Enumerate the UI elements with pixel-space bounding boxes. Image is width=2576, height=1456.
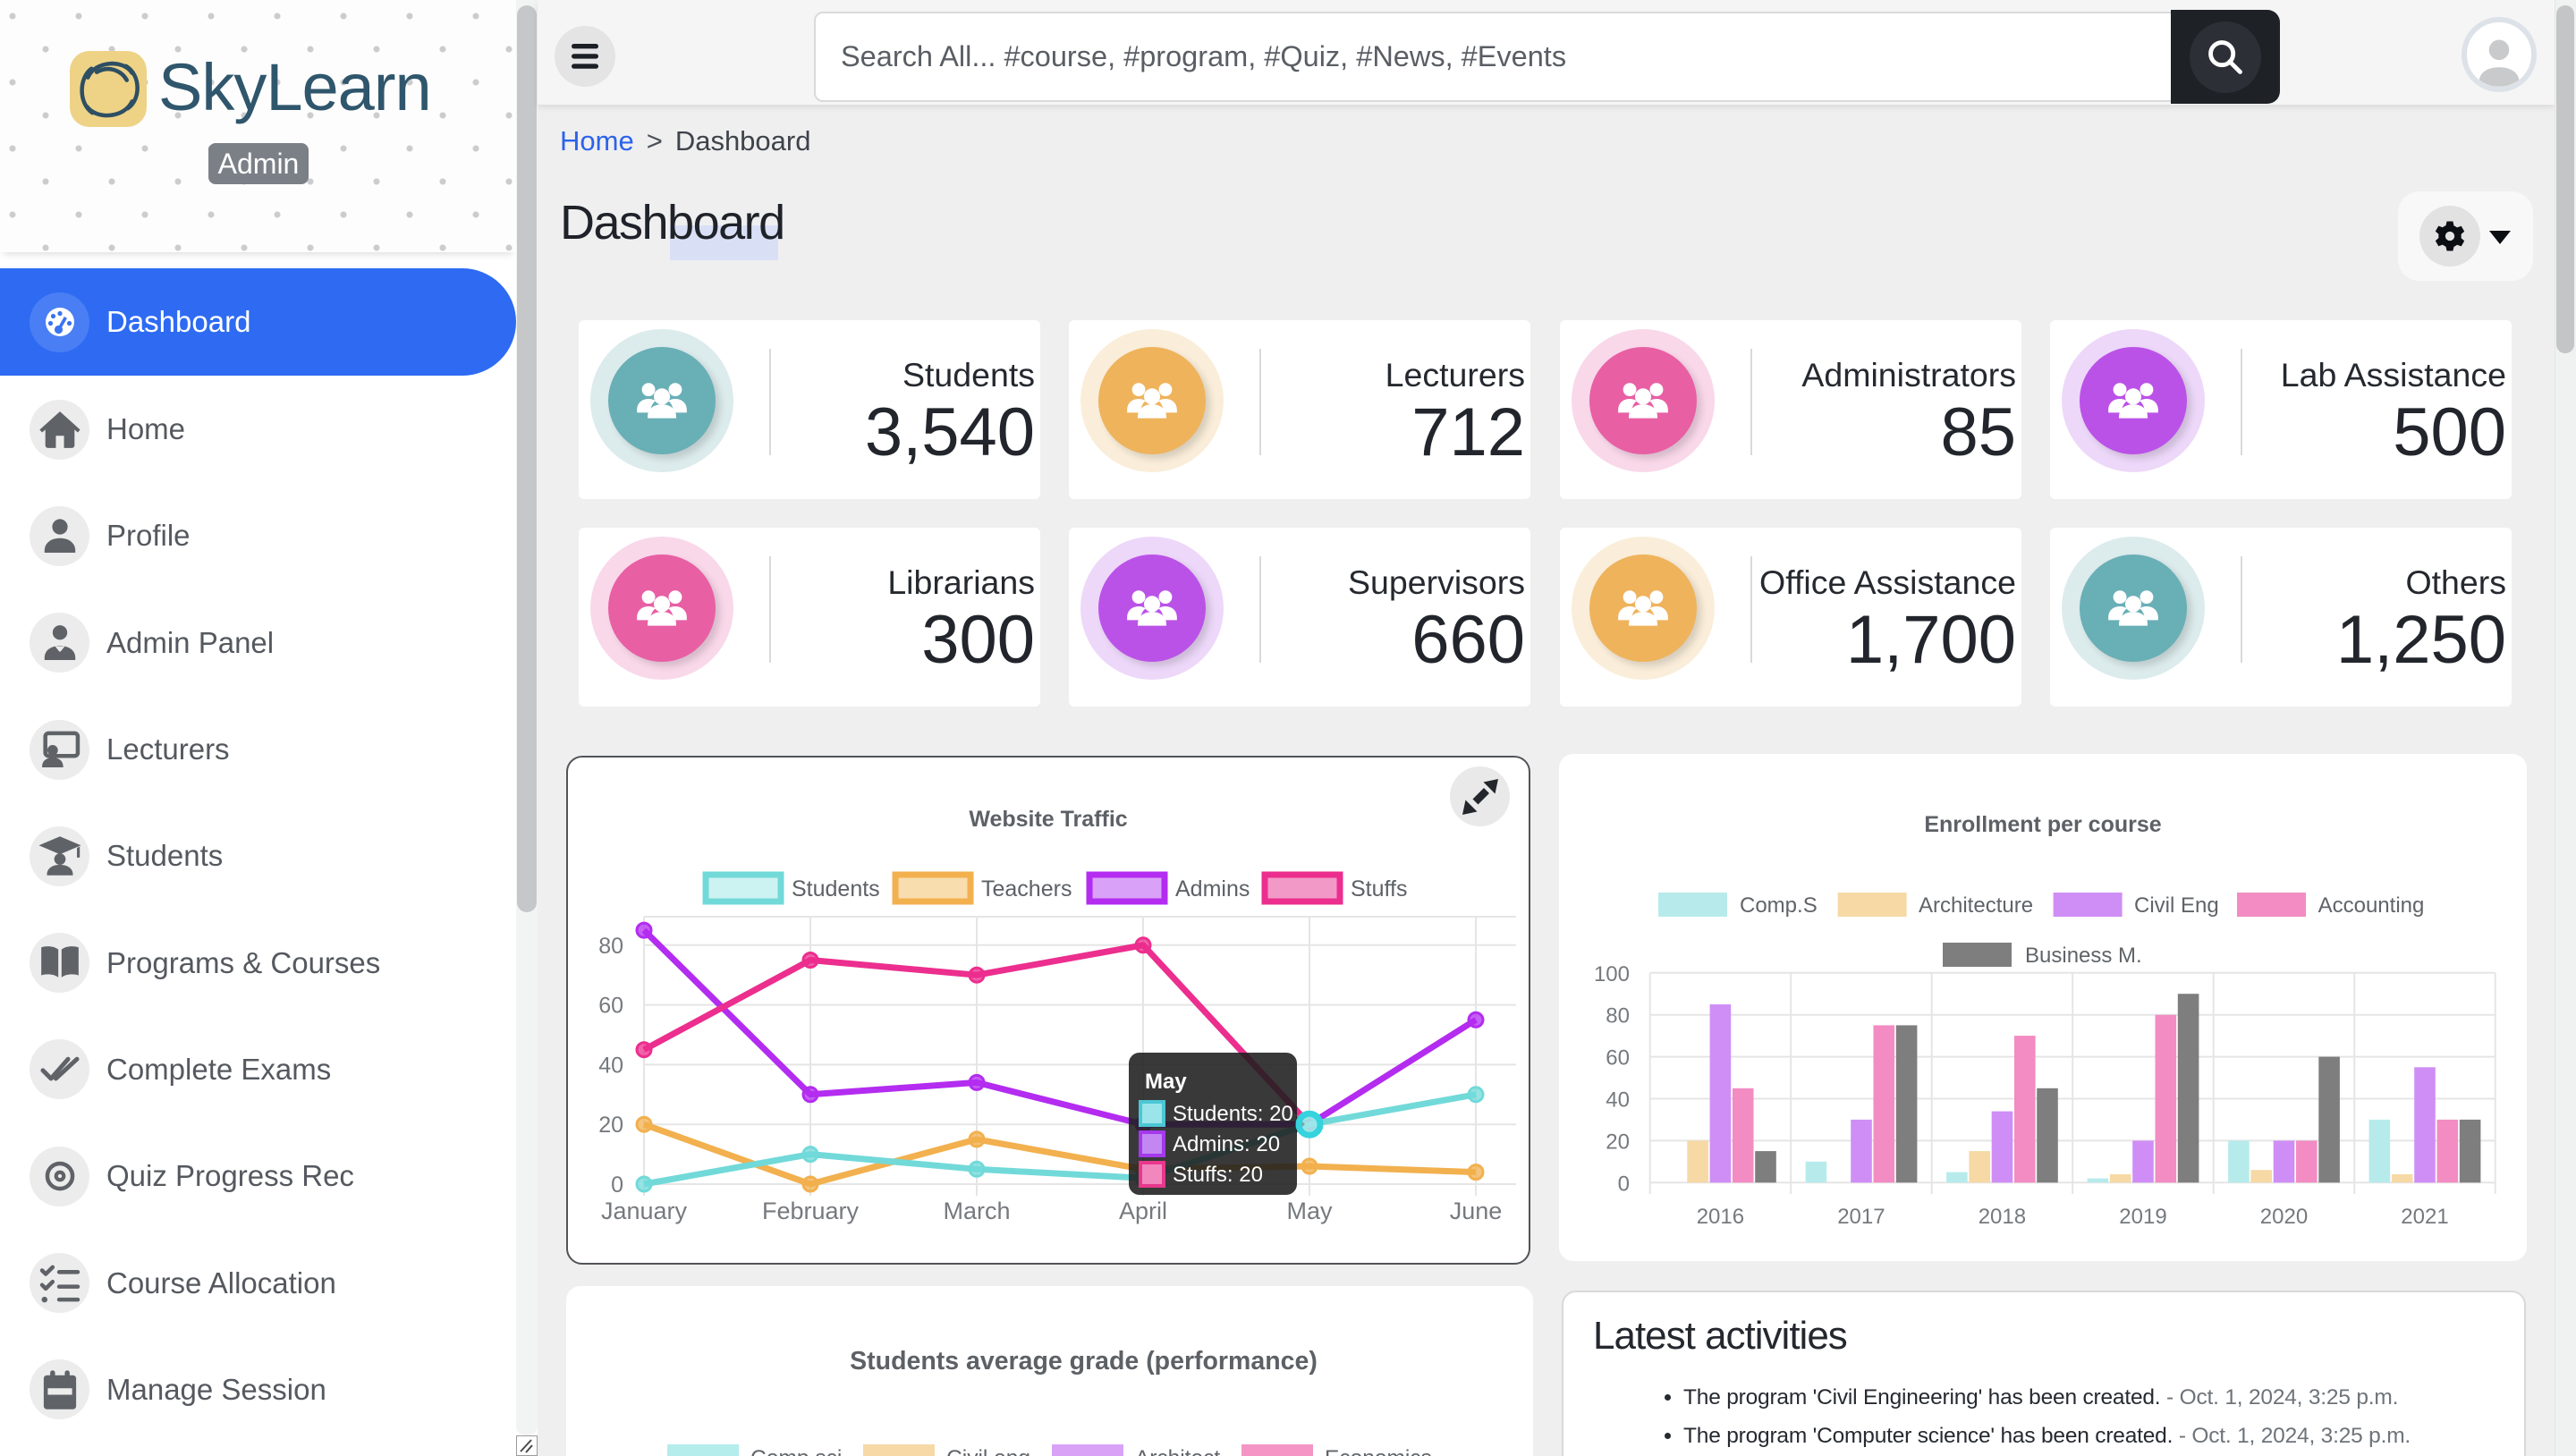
svg-text:2017: 2017: [1837, 1205, 1885, 1229]
svg-text:80: 80: [598, 934, 623, 959]
svg-text:40: 40: [1606, 1088, 1630, 1113]
svg-text:Business M.: Business M.: [2025, 944, 2142, 968]
svg-text:60: 60: [1606, 1046, 1630, 1071]
svg-text:May: May: [1286, 1198, 1333, 1224]
svg-text:Accounting: Accounting: [2318, 893, 2425, 918]
svg-text:2019: 2019: [2119, 1205, 2166, 1229]
svg-text:Students: Students: [792, 876, 880, 902]
svg-text:Civil Eng: Civil Eng: [2134, 893, 2219, 918]
svg-text:Stuffs: Stuffs: [1351, 876, 1407, 902]
svg-text:June: June: [1450, 1198, 1503, 1224]
svg-text:Teachers: Teachers: [981, 876, 1072, 902]
svg-text:Admins: 20: Admins: 20: [1173, 1132, 1280, 1156]
svg-text:20: 20: [598, 1113, 623, 1138]
svg-text:Stuffs: 20: Stuffs: 20: [1173, 1163, 1263, 1187]
svg-text:20: 20: [1606, 1130, 1630, 1154]
svg-text:May: May: [1145, 1070, 1187, 1094]
svg-text:0: 0: [611, 1172, 623, 1198]
svg-text:80: 80: [1606, 1004, 1630, 1029]
svg-text:Website Traffic: Website Traffic: [969, 807, 1127, 832]
svg-text:January: January: [601, 1198, 688, 1224]
svg-text:0: 0: [1618, 1172, 1630, 1196]
svg-text:100: 100: [1594, 962, 1630, 986]
svg-text:Architecture: Architecture: [1919, 893, 2033, 918]
svg-text:2020: 2020: [2260, 1205, 2308, 1229]
svg-text:Enrollment per course: Enrollment per course: [1924, 812, 2161, 837]
svg-text:2018: 2018: [1979, 1205, 2026, 1229]
svg-text:Students: 20: Students: 20: [1173, 1102, 1293, 1126]
svg-text:March: March: [943, 1198, 1010, 1224]
svg-text:Admins: Admins: [1175, 876, 1250, 902]
svg-text:40: 40: [598, 1053, 623, 1078]
svg-text:60: 60: [598, 994, 623, 1019]
svg-text:February: February: [762, 1198, 860, 1224]
svg-text:2021: 2021: [2401, 1205, 2448, 1229]
svg-text:2016: 2016: [1697, 1205, 1744, 1229]
svg-text:Comp.S: Comp.S: [1740, 893, 1818, 918]
svg-text:April: April: [1119, 1198, 1167, 1224]
